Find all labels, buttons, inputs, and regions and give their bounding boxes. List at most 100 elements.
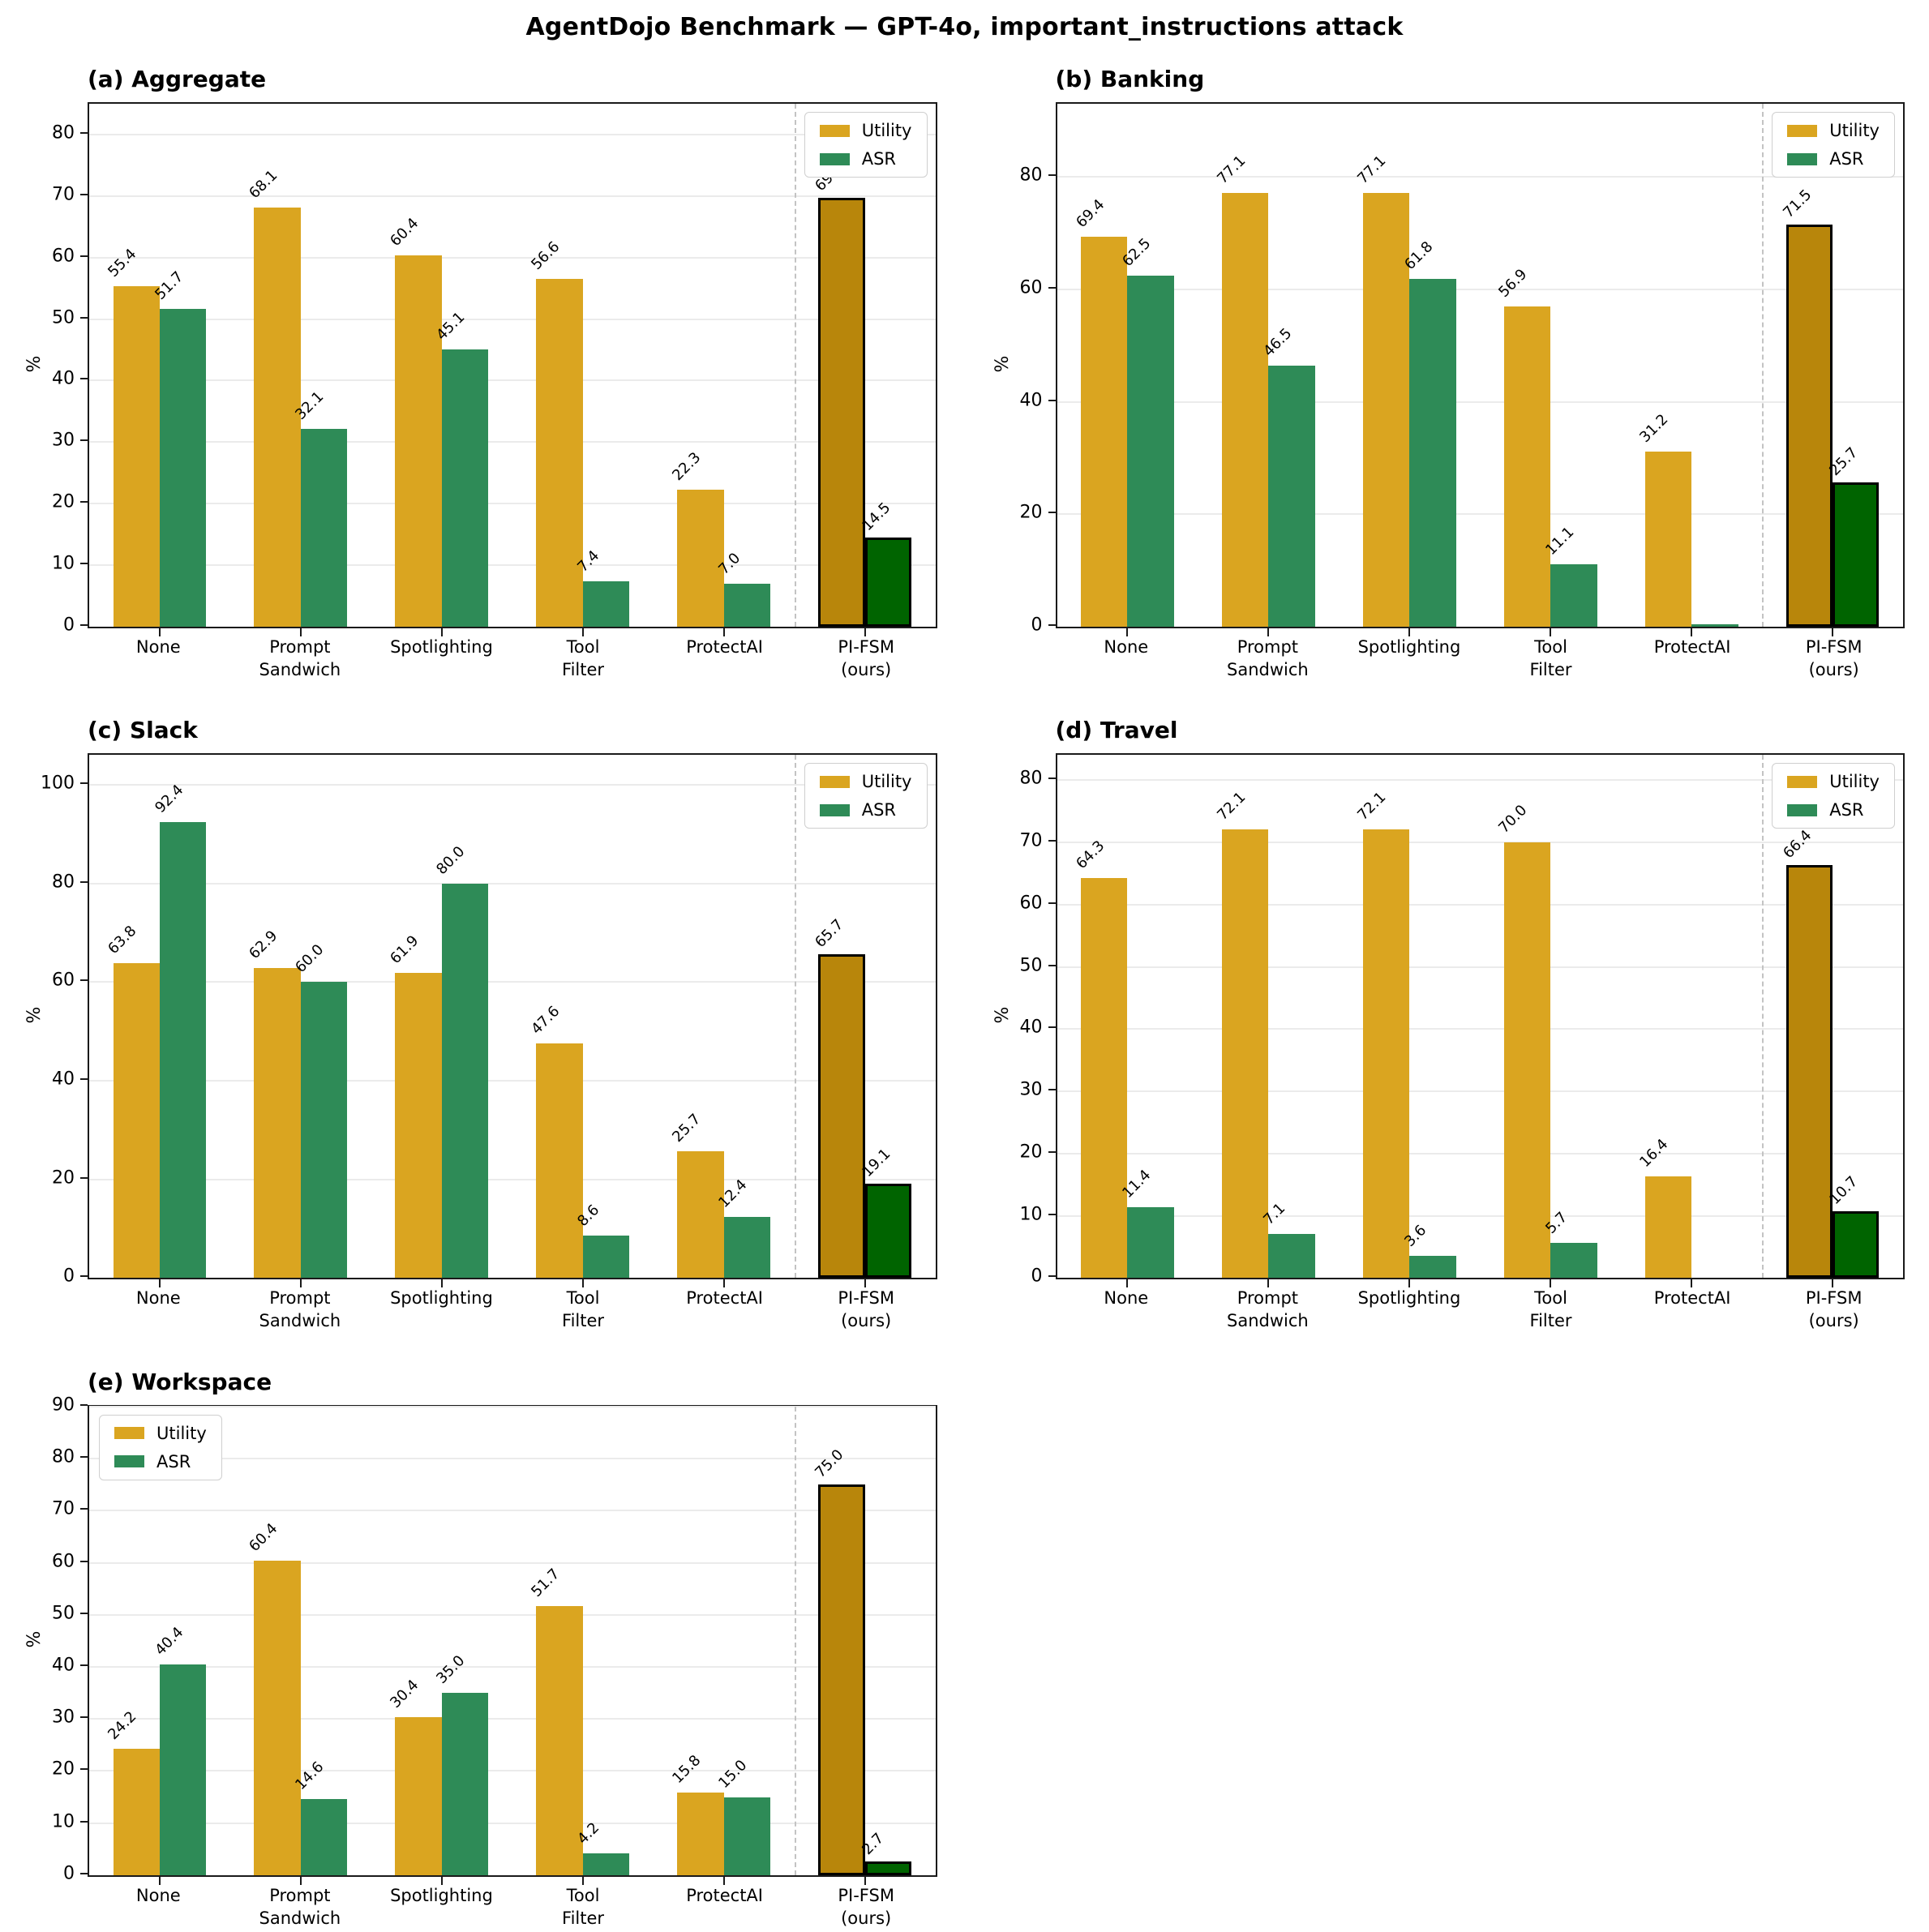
gridline-e-70 — [89, 1510, 936, 1512]
gridline-e-40 — [89, 1665, 936, 1668]
bar-b-asr-tool-filter: 11.1 — [1542, 524, 1597, 627]
gridline-c-100 — [89, 783, 936, 786]
legend-label-utility-e: Utility — [156, 1423, 207, 1443]
y-axis-label-e: % — [24, 1630, 45, 1648]
ytick-d-20: 20 — [1019, 1142, 1043, 1163]
bar-b-utility-protectai: 31.2 — [1636, 410, 1692, 627]
legend-swatch-asr-d — [1787, 803, 1818, 816]
x-label-a-pi-fsm-ours: PI-FSM (ours) — [838, 637, 894, 679]
xtick-mark-b-none — [1126, 628, 1129, 636]
bar-value-a-utility-none: 55.4 — [105, 245, 140, 281]
bar-e-utility-tool-filter: 51.7 — [528, 1566, 583, 1875]
bar-value-e-utility-none: 24.2 — [105, 1708, 140, 1744]
bar-value-a-utility-spotlighting: 60.4 — [387, 214, 422, 250]
ytick-mark-a-20 — [80, 501, 88, 503]
gridline-a-80 — [89, 133, 936, 135]
x-label-d-tool-filter: Tool Filter — [1529, 1288, 1572, 1331]
bar-e-asr-tool-filter: 4.2 — [574, 1819, 630, 1875]
ytick-mark-a-30 — [80, 439, 88, 442]
bar-value-c-asr-none: 92.4 — [151, 782, 186, 817]
x-label-b-spotlighting: Spotlighting — [1357, 637, 1461, 657]
x-labels-a: None Prompt Sandwich Spotlighting Tool Filt… — [88, 636, 937, 681]
ytick-c-60: 60 — [52, 970, 75, 991]
gridline-d-80 — [1057, 779, 1903, 782]
gridline-e-20 — [89, 1770, 936, 1772]
y-axis-label-c: % — [24, 1006, 45, 1024]
xtick-mark-c-pi-fsm-ours — [864, 1279, 866, 1288]
group-e-spotlighting: 30.4 35.0 — [371, 1407, 512, 1875]
group-e-protectai: 15.8 15.0 — [654, 1407, 795, 1875]
xtick-mark-e-tool-filter — [581, 1876, 584, 1885]
ytick-a-20: 20 — [52, 491, 75, 512]
x-label-a-tool-filter: Tool Filter — [562, 637, 605, 679]
axes-row-c: % 0 20 40 60 80 100 63.8 92.4 62.9 60.0 61.9 80.0 47.… — [24, 753, 937, 1288]
group-b-none: 69.4 62.5 — [1057, 104, 1198, 627]
x-label-d-prompt-sandwich: Prompt Sandwich — [1227, 1288, 1309, 1331]
xtick-mark-e-none — [158, 1876, 161, 1885]
bar-value-e-asr-none: 40.4 — [151, 1624, 186, 1660]
ytick-c-100: 100 — [41, 773, 75, 794]
ours-separator-a — [794, 104, 796, 627]
legend-b: Utility ASR — [1772, 112, 1895, 178]
ytick-a-70: 70 — [52, 184, 75, 205]
xtick-mark-d-tool-filter — [1550, 1279, 1552, 1288]
group-e-pi-fsm-ours: 75.0 2.7 — [795, 1407, 936, 1875]
xtick-mark-c-tool-filter — [581, 1279, 584, 1288]
xtick-mark-e-spotlighting — [440, 1876, 443, 1885]
ytick-a-50: 50 — [52, 307, 75, 328]
ytick-e-20: 20 — [52, 1759, 75, 1780]
plot-area-a: 55.4 51.7 68.1 32.1 60.4 45.1 56.6 7.4 22.3 7.0 69… — [88, 102, 937, 636]
xtick-mark-e-pi-fsm-ours — [864, 1876, 866, 1885]
panel-title-a: (a) Aggregate — [88, 66, 267, 92]
bar-c-utility-protectai: 25.7 — [669, 1111, 724, 1279]
bar-d-utility-spotlighting: 72.1 — [1355, 789, 1410, 1279]
bar-b-utility-tool-filter: 56.9 — [1496, 266, 1551, 627]
xtick-mark-a-pi-fsm-ours — [864, 628, 866, 636]
plot-area-c: 63.8 92.4 62.9 60.0 61.9 80.0 47.6 8.6 25.7 12.4 6… — [88, 753, 937, 1288]
bar-d-utility-prompt-sandwich: 72.1 — [1214, 789, 1269, 1279]
bar-c-utility-spotlighting: 61.9 — [387, 932, 442, 1279]
ytick-c-0: 0 — [63, 1266, 75, 1287]
bar-b-utility-prompt-sandwich: 77.1 — [1214, 152, 1269, 627]
bar-groups-c: 63.8 92.4 62.9 60.0 61.9 80.0 47.6 8.6 25.7 12.4 6… — [89, 755, 936, 1279]
bar-value-c-utility-prompt-sandwich: 62.9 — [246, 927, 281, 962]
ytick-mark-a-10 — [80, 563, 88, 565]
bar-e-asr-spotlighting: 35.0 — [434, 1652, 489, 1875]
x-label-a-none: None — [135, 637, 181, 657]
bar-e-utility-none: 24.2 — [105, 1708, 160, 1875]
ytick-e-90: 90 — [52, 1394, 75, 1416]
ytick-d-0: 0 — [1031, 1266, 1043, 1287]
xtick-mark-d-prompt-sandwich — [1267, 1279, 1270, 1288]
panel-e-workspace: (e) Workspace% 0 10 20 30 40 50 60 70 80 90 24.2 40.… — [24, 1369, 937, 1930]
bar-d-asr-tool-filter: 5.7 — [1542, 1209, 1597, 1279]
x-label-e-spotlighting: Spotlighting — [390, 1885, 493, 1905]
legend-c: Utility ASR — [804, 763, 928, 829]
gridline-c-60 — [89, 981, 936, 983]
group-e-none: 24.2 40.4 — [89, 1407, 230, 1875]
gridline-d-30 — [1057, 1090, 1903, 1093]
legend-row-utility-e: Utility — [114, 1424, 207, 1443]
ytick-mark-c-80 — [80, 880, 88, 883]
panel-a-aggregate: (a) Aggregate% 0 10 20 30 40 50 60 70 80 55.4 51.7 6… — [24, 66, 937, 681]
group-a-protectai: 22.3 7.0 — [654, 104, 795, 627]
x-label-e-prompt-sandwich: Prompt Sandwich — [259, 1885, 341, 1928]
y-axis-a: % 0 10 20 30 40 50 60 70 80 — [24, 102, 88, 636]
ytick-e-80: 80 — [52, 1446, 75, 1467]
gridline-d-40 — [1057, 1028, 1903, 1030]
x-label-b-none: None — [1104, 637, 1149, 657]
x-label-c-prompt-sandwich: Prompt Sandwich — [259, 1288, 341, 1331]
ytick-c-20: 20 — [52, 1167, 75, 1189]
bar-d-asr-prompt-sandwich: 7.1 — [1260, 1200, 1315, 1279]
bar-groups-b: 69.4 62.5 77.1 46.5 77.1 61.8 56.9 11.1 31.2 71.5… — [1057, 104, 1904, 627]
xtick-mark-b-pi-fsm-ours — [1832, 628, 1834, 636]
xtick-mark-b-tool-filter — [1550, 628, 1552, 636]
bar-value-e-utility-protectai: 15.8 — [668, 1752, 705, 1788]
x-label-d-pi-fsm-ours: PI-FSM (ours) — [1805, 1288, 1863, 1331]
group-b-pi-fsm-ours: 71.5 25.7 — [1762, 104, 1903, 627]
legend-label-asr-d: ASR — [1829, 800, 1864, 820]
y-axis-b: % 0 20 40 60 80 — [992, 102, 1056, 636]
ytick-mark-b-20 — [1048, 512, 1056, 514]
bar-value-c-utility-tool-filter: 47.6 — [528, 1002, 564, 1038]
bar-value-d-utility-prompt-sandwich: 72.1 — [1213, 788, 1249, 824]
gridline-b-80 — [1057, 176, 1903, 178]
